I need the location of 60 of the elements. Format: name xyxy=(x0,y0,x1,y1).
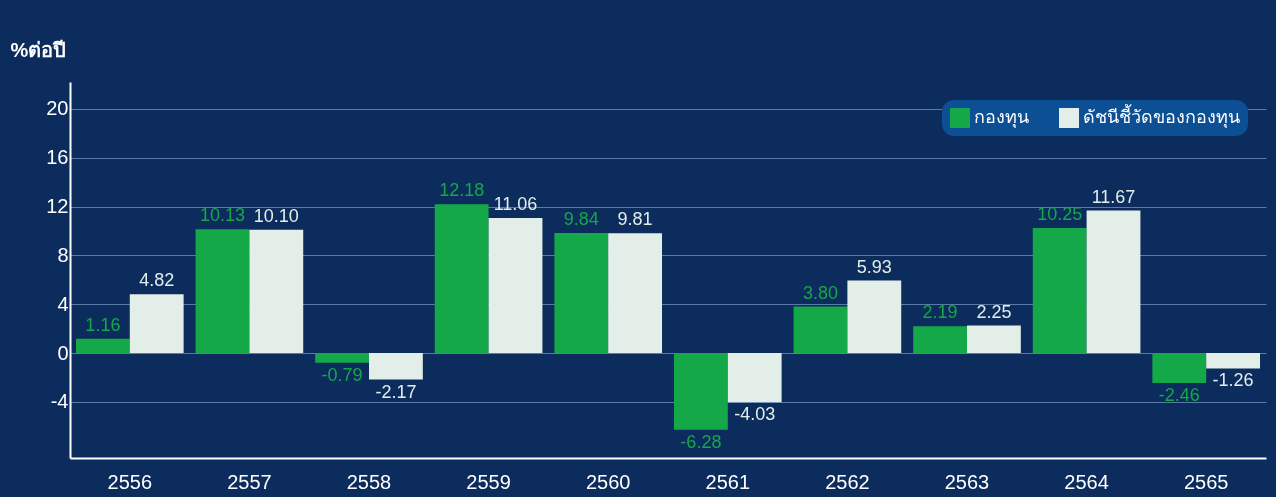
x-tick-label: 2556 xyxy=(107,470,153,493)
bar xyxy=(249,229,304,354)
data-label: 3.80 xyxy=(802,282,839,303)
y-tick-label: 20 xyxy=(46,97,69,120)
bar xyxy=(1152,353,1207,384)
bar xyxy=(967,325,1021,354)
data-label: -2.17 xyxy=(375,381,417,402)
y-tick-label: 12 xyxy=(46,195,69,218)
data-label: 4.82 xyxy=(139,270,175,291)
data-label: -2.46 xyxy=(1158,385,1200,406)
bar xyxy=(1032,227,1087,354)
x-tick-label: 2559 xyxy=(466,470,511,493)
data-label: 10.25 xyxy=(1037,203,1083,224)
bar xyxy=(129,294,184,354)
legend-label: กองทุน xyxy=(974,107,1029,128)
bar xyxy=(1086,210,1141,354)
data-label: 11.67 xyxy=(1091,186,1136,207)
bar xyxy=(195,229,250,354)
bar xyxy=(673,353,728,430)
legend-label: ดัชนีชี้วัดของกองทุน xyxy=(1083,104,1240,128)
bar xyxy=(1206,353,1261,369)
y-tick-label: 16 xyxy=(46,146,69,169)
y-tick-label: 0 xyxy=(57,341,69,364)
data-label: -4.03 xyxy=(734,404,776,425)
data-label: -1.26 xyxy=(1212,370,1254,391)
y-tick-label: -4 xyxy=(50,390,69,413)
x-tick-label: 2558 xyxy=(346,470,392,493)
data-label: 1.16 xyxy=(85,314,121,335)
y-tick-label: 8 xyxy=(57,243,69,266)
bar xyxy=(793,306,848,354)
data-label: 2.25 xyxy=(976,301,1012,322)
data-label: 10.10 xyxy=(253,205,299,226)
bar xyxy=(913,326,967,354)
data-label: 9.84 xyxy=(563,208,599,229)
bar xyxy=(75,338,130,354)
bar xyxy=(727,353,782,403)
x-tick-label: 2563 xyxy=(944,470,990,493)
y-axis-title: %ต่อปี xyxy=(10,38,67,61)
x-tick-label: 2557 xyxy=(227,470,272,493)
data-label: 2.19 xyxy=(922,302,958,323)
data-label: 12.18 xyxy=(439,180,485,201)
data-label: -6.28 xyxy=(680,431,722,452)
x-tick-label: 2565 xyxy=(1183,470,1229,493)
bar xyxy=(434,204,489,354)
x-tick-label: 2562 xyxy=(825,470,870,493)
data-label: -0.79 xyxy=(321,364,363,385)
data-label: 10.13 xyxy=(199,205,246,226)
bar xyxy=(554,232,609,354)
data-label: 9.81 xyxy=(617,209,653,230)
x-tick-label: 2564 xyxy=(1064,470,1109,493)
data-label: 5.93 xyxy=(856,256,892,277)
bar xyxy=(488,217,543,354)
data-label: 11.06 xyxy=(493,193,538,214)
y-tick-label: 4 xyxy=(57,292,69,315)
bar xyxy=(315,353,369,363)
x-tick-label: 2560 xyxy=(585,470,631,493)
bar xyxy=(369,353,423,380)
bar xyxy=(608,233,663,354)
bar xyxy=(847,280,902,354)
x-tick-label: 2561 xyxy=(705,470,751,493)
